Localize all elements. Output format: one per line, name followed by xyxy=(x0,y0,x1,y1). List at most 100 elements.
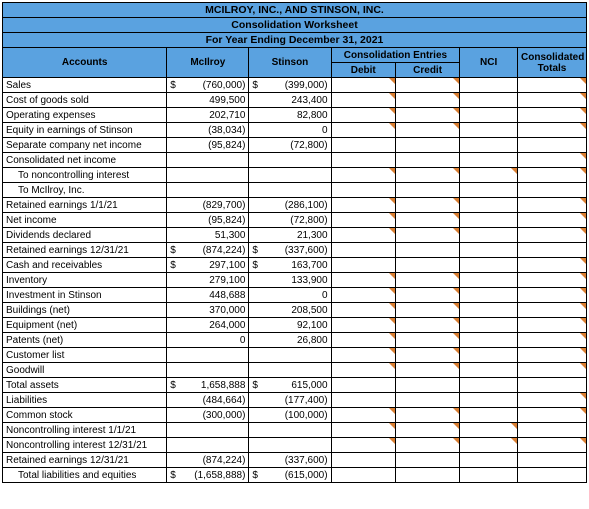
nci-cell xyxy=(460,183,518,198)
totals-cell[interactable] xyxy=(518,153,587,168)
credit-cell[interactable] xyxy=(395,108,459,123)
debit-cell[interactable] xyxy=(331,333,395,348)
credit-cell[interactable] xyxy=(395,318,459,333)
col-accounts: Accounts xyxy=(3,48,167,78)
debit-cell[interactable] xyxy=(331,348,395,363)
totals-cell[interactable] xyxy=(518,273,587,288)
col-stinson: Stinson xyxy=(249,48,331,78)
credit-cell[interactable] xyxy=(395,333,459,348)
totals-cell[interactable] xyxy=(518,108,587,123)
stinson-value xyxy=(262,183,331,198)
stinson-currency xyxy=(249,168,262,183)
mcilroy-value xyxy=(180,153,249,168)
table-row: Consolidated net income xyxy=(3,153,587,168)
nci-cell xyxy=(460,408,518,423)
totals-cell[interactable] xyxy=(518,393,587,408)
stinson-value: 615,000 xyxy=(262,378,331,393)
totals-cell[interactable] xyxy=(518,438,587,453)
debit-cell[interactable] xyxy=(331,198,395,213)
debit-cell[interactable] xyxy=(331,318,395,333)
stinson-value xyxy=(262,438,331,453)
account-label: Common stock xyxy=(3,408,167,423)
totals-cell[interactable] xyxy=(518,288,587,303)
totals-cell[interactable] xyxy=(518,228,587,243)
totals-cell[interactable] xyxy=(518,348,587,363)
totals-cell[interactable] xyxy=(518,303,587,318)
mcilroy-value: 202,710 xyxy=(180,108,249,123)
debit-cell[interactable] xyxy=(331,93,395,108)
stinson-value: 82,800 xyxy=(262,108,331,123)
credit-cell xyxy=(395,258,459,273)
stinson-value: (177,400) xyxy=(262,393,331,408)
credit-cell[interactable] xyxy=(395,348,459,363)
totals-cell[interactable] xyxy=(518,168,587,183)
totals-cell[interactable] xyxy=(518,123,587,138)
debit-cell[interactable] xyxy=(331,363,395,378)
debit-cell[interactable] xyxy=(331,108,395,123)
account-label: Liabilities xyxy=(3,393,167,408)
stinson-value: 92,100 xyxy=(262,318,331,333)
stinson-currency xyxy=(249,288,262,303)
debit-cell[interactable] xyxy=(331,288,395,303)
credit-cell[interactable] xyxy=(395,288,459,303)
mcilroy-value xyxy=(180,183,249,198)
credit-cell[interactable] xyxy=(395,78,459,93)
debit-cell[interactable] xyxy=(331,273,395,288)
totals-cell[interactable] xyxy=(518,213,587,228)
nci-cell xyxy=(460,138,518,153)
totals-cell[interactable] xyxy=(518,318,587,333)
mcilroy-currency xyxy=(167,138,180,153)
nci-cell[interactable] xyxy=(460,438,518,453)
nci-cell[interactable] xyxy=(460,168,518,183)
debit-cell[interactable] xyxy=(331,168,395,183)
credit-cell[interactable] xyxy=(395,423,459,438)
debit-cell[interactable] xyxy=(331,213,395,228)
totals-cell[interactable] xyxy=(518,93,587,108)
debit-cell[interactable] xyxy=(331,423,395,438)
debit-cell[interactable] xyxy=(331,303,395,318)
account-label: Patents (net) xyxy=(3,333,167,348)
mcilroy-currency xyxy=(167,123,180,138)
totals-cell[interactable] xyxy=(518,363,587,378)
credit-cell[interactable] xyxy=(395,123,459,138)
credit-cell[interactable] xyxy=(395,408,459,423)
totals-cell[interactable] xyxy=(518,408,587,423)
credit-cell[interactable] xyxy=(395,213,459,228)
stinson-value xyxy=(262,423,331,438)
nci-cell xyxy=(460,333,518,348)
credit-cell[interactable] xyxy=(395,303,459,318)
credit-cell[interactable] xyxy=(395,93,459,108)
account-label: Cash and receivables xyxy=(3,258,167,273)
credit-cell[interactable] xyxy=(395,228,459,243)
table-row: Retained earnings 1/1/21(829,700)(286,10… xyxy=(3,198,587,213)
totals-cell[interactable] xyxy=(518,198,587,213)
debit-cell xyxy=(331,258,395,273)
debit-cell[interactable] xyxy=(331,228,395,243)
credit-cell[interactable] xyxy=(395,438,459,453)
nci-cell[interactable] xyxy=(460,423,518,438)
mcilroy-value: (760,000) xyxy=(180,78,249,93)
table-row: Dividends declared51,30021,300 xyxy=(3,228,587,243)
mcilroy-value: (38,034) xyxy=(180,123,249,138)
totals-cell[interactable] xyxy=(518,258,587,273)
stinson-value: 26,800 xyxy=(262,333,331,348)
nci-cell xyxy=(460,228,518,243)
debit-cell xyxy=(331,183,395,198)
stinson-value: 208,500 xyxy=(262,303,331,318)
debit-cell[interactable] xyxy=(331,123,395,138)
debit-cell[interactable] xyxy=(331,408,395,423)
table-row: Patents (net)026,800 xyxy=(3,333,587,348)
credit-cell[interactable] xyxy=(395,363,459,378)
table-row: To McIlroy, Inc. xyxy=(3,183,587,198)
mcilroy-value: 1,658,888 xyxy=(180,378,249,393)
credit-cell[interactable] xyxy=(395,168,459,183)
totals-cell[interactable] xyxy=(518,78,587,93)
totals-cell[interactable] xyxy=(518,333,587,348)
debit-cell[interactable] xyxy=(331,438,395,453)
consolidation-worksheet-table: MCILROY, INC., AND STINSON, INC. Consoli… xyxy=(2,2,587,483)
nci-cell xyxy=(460,78,518,93)
totals-cell xyxy=(518,468,587,483)
credit-cell[interactable] xyxy=(395,273,459,288)
debit-cell[interactable] xyxy=(331,78,395,93)
credit-cell[interactable] xyxy=(395,198,459,213)
